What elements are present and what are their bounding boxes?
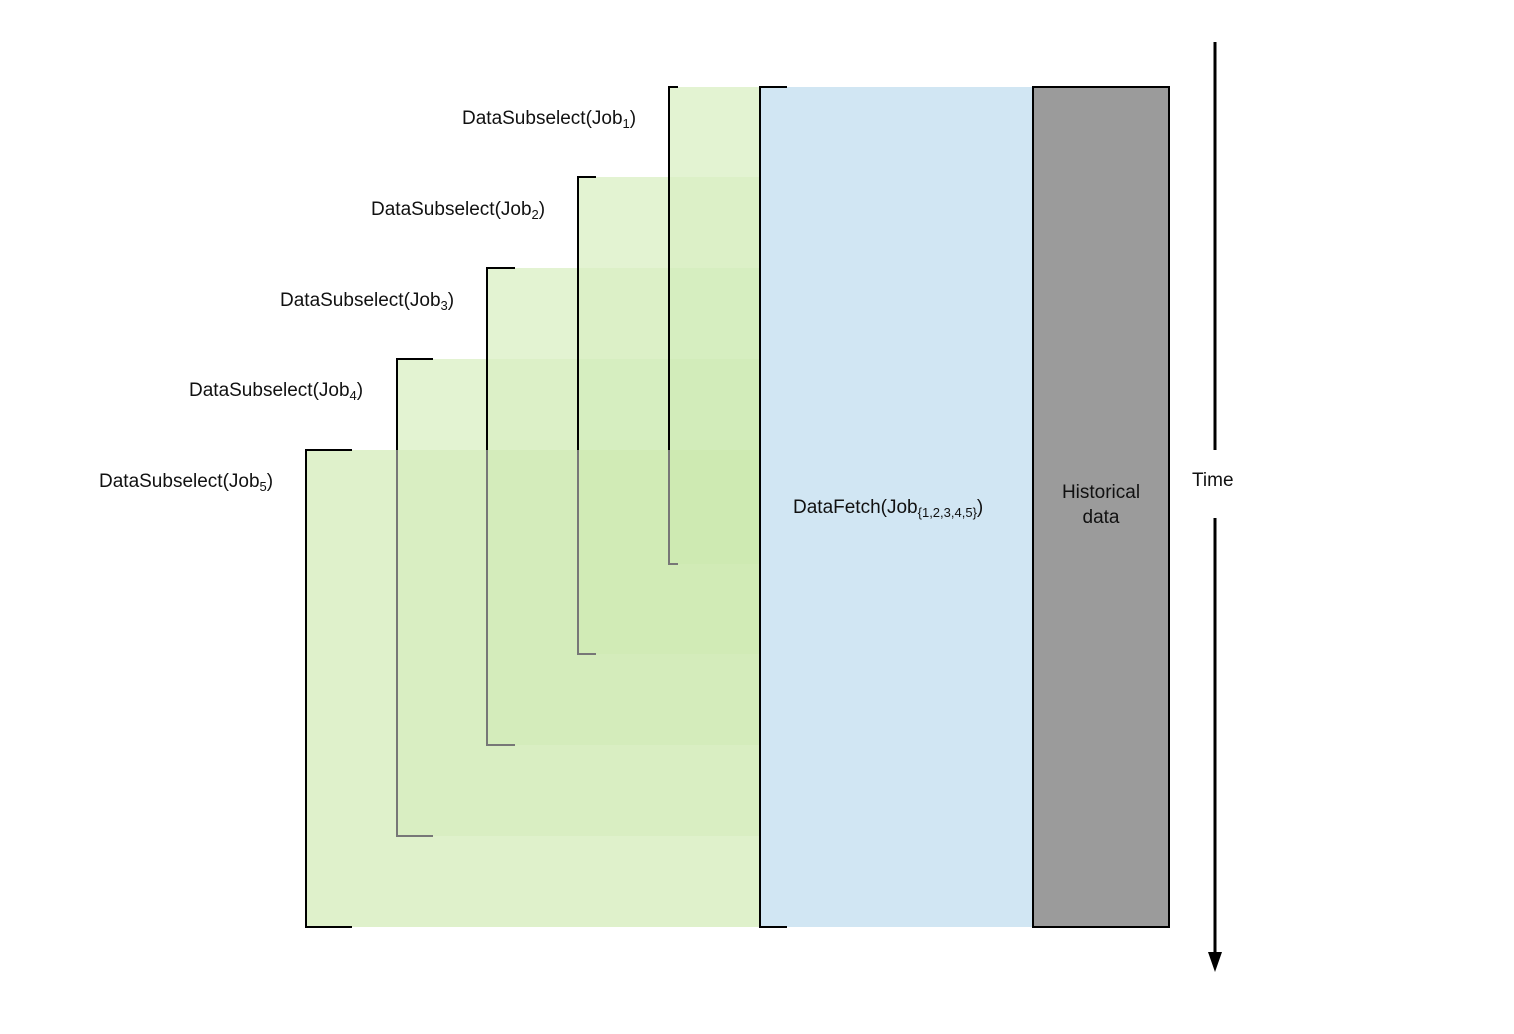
label-prefix: DataSubselect(Job (99, 471, 260, 492)
bracket-job4-top (396, 358, 433, 450)
label-prefix: DataFetch(Job (793, 497, 918, 518)
label-subselect-job3: DataSubselect(Job3) (280, 290, 454, 312)
label-subselect-job2: DataSubselect(Job2) (371, 199, 545, 221)
label-time: Time (1192, 470, 1234, 491)
datafetch-bracket (759, 86, 787, 928)
time-arrow-head (1208, 952, 1222, 972)
label-suffix: ) (976, 497, 984, 518)
label-suffix: ) (266, 471, 274, 492)
label-suffix: ) (447, 290, 455, 311)
label-historical-line2: data (1082, 507, 1120, 528)
label-prefix: DataSubselect(Job (462, 108, 623, 129)
label-suffix: ) (538, 199, 546, 220)
subselect-window-3 (487, 268, 760, 745)
bracket-job5 (305, 449, 352, 928)
subselect-window-3-top (487, 268, 760, 359)
label-historical-data: Historical data (1033, 480, 1169, 530)
subselect-brackets (305, 86, 678, 928)
label-subselect-job1: DataSubselect(Job1) (462, 108, 636, 130)
label-prefix: DataSubselect(Job (189, 380, 350, 401)
label-suffix: ) (629, 108, 637, 129)
label-prefix: DataSubselect(Job (371, 199, 532, 220)
label-subscript: {1,2,3,4,5} (917, 505, 977, 520)
bracket-job1-top (668, 86, 678, 450)
label-subscript: 5 (259, 479, 267, 494)
label-subscript: 1 (622, 116, 630, 131)
historical-block (1032, 86, 1170, 928)
bracket-job3-top (486, 267, 515, 450)
bracket-job3-bottom (486, 450, 515, 746)
label-prefix: DataSubselect(Job (280, 290, 441, 311)
label-suffix: ) (356, 380, 364, 401)
label-historical-line1: Historical (1061, 482, 1141, 503)
bracket-job2-bottom (577, 450, 596, 655)
bracket-job2-top (577, 176, 596, 450)
label-subscript: 2 (531, 207, 539, 222)
label-datafetch: DataFetch(Job{1,2,3,4,5}) (793, 497, 983, 519)
bracket-job1-bottom (668, 450, 678, 565)
label-subselect-job5: DataSubselect(Job5) (99, 471, 273, 493)
label-subscript: 4 (349, 388, 357, 403)
bracket-job4-bottom (396, 450, 433, 837)
subselect-window-1 (669, 87, 760, 564)
datafetch-block (760, 87, 1033, 927)
label-subscript: 3 (440, 298, 448, 313)
subselect-window-5 (306, 450, 760, 927)
subselect-window-1-top (669, 87, 760, 177)
label-subselect-job4: DataSubselect(Job4) (189, 380, 363, 402)
